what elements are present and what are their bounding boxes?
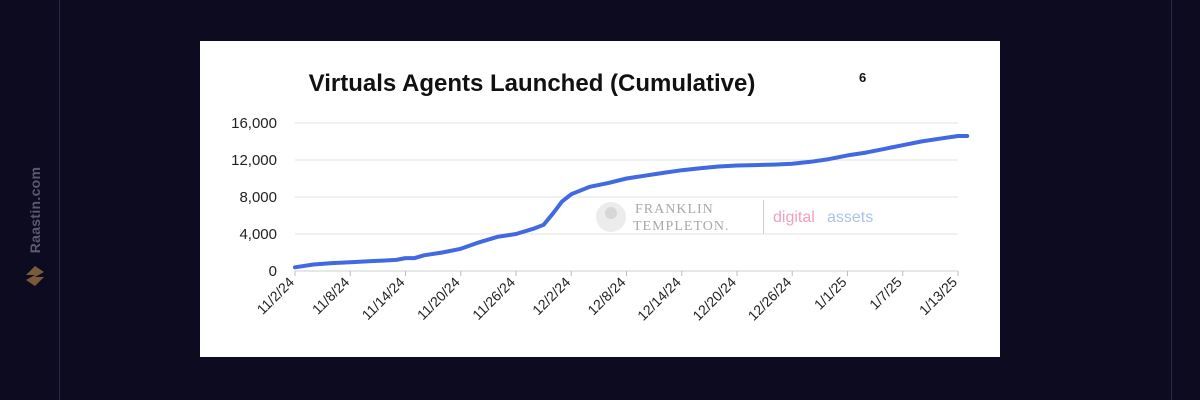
portrait-head-shape — [605, 207, 617, 219]
y-tick-label: 8,000 — [239, 189, 277, 206]
watermark-assets: assets — [827, 209, 873, 226]
gridlines — [295, 122, 958, 272]
sidebar-brand: Raastin.com — [0, 0, 60, 400]
x-tick-label: 12/8/24 — [584, 274, 628, 318]
x-tick-label: 11/20/24 — [414, 274, 463, 323]
x-tick-label: 1/1/25 — [811, 274, 850, 313]
x-axis-ticks: 11/2/24 11/8/24 11/14/24 11/20/24 11/26/24 12… — [254, 271, 960, 324]
series-line-cumulative — [293, 134, 970, 270]
x-tick-label: 12/26/24 — [745, 274, 795, 324]
y-tick-label: 4,000 — [239, 226, 277, 243]
y-axis-ticks: 0 4,000 8,000 12,000 16,000 — [231, 115, 277, 280]
x-tick-label: 12/20/24 — [689, 274, 739, 324]
x-tick-label: 11/14/24 — [358, 274, 407, 323]
watermark-divider — [763, 200, 764, 234]
chart-card: Virtuals Agents Launched (Cumulative) 6 … — [200, 41, 1000, 357]
watermark-templeton: TEMPLETON. — [633, 219, 729, 234]
y-tick-label: 16,000 — [231, 115, 277, 132]
watermark-digital: digital — [773, 209, 815, 226]
chart-title: Virtuals Agents Launched (Cumulative) — [309, 70, 756, 97]
x-tick-label: 1/13/25 — [916, 274, 960, 318]
watermark-franklin: FRANKLIN — [635, 202, 714, 217]
frame-line-right — [1171, 0, 1172, 400]
y-tick-label: 12,000 — [231, 152, 277, 169]
frame-line-left — [59, 0, 60, 400]
chart-svg: Virtuals Agents Launched (Cumulative) 6 … — [231, 70, 970, 324]
x-tick-label: 11/8/24 — [309, 274, 353, 318]
watermark: FRANKLIN TEMPLETON. digital assets — [596, 200, 873, 234]
brand-text: Raastin.com — [27, 166, 43, 254]
x-tick-label: 1/7/25 — [866, 274, 905, 313]
y-tick-label: 0 — [269, 263, 277, 280]
x-tick-label: 11/26/24 — [469, 274, 518, 323]
chart-title-superscript: 6 — [859, 70, 866, 85]
raastin-logo-icon — [26, 266, 44, 286]
x-tick-label: 12/2/24 — [529, 274, 573, 318]
x-tick-label: 12/14/24 — [634, 274, 684, 324]
x-tick-label: 11/2/24 — [254, 274, 298, 318]
